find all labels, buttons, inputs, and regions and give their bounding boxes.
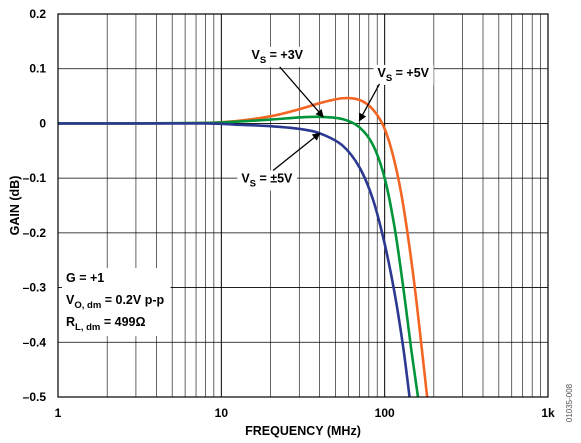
y-tick-label: –0.4	[23, 335, 47, 349]
series-label-arrow	[273, 133, 320, 170]
conditions-box: G = +1VO, dm = 0.2V p-pRL, dm = 499Ω	[62, 268, 170, 336]
series-label: VS = +5V	[359, 65, 433, 121]
y-tick-label: –0.1	[23, 171, 47, 185]
series-line	[58, 123, 410, 397]
y-tick-label: 0.1	[29, 62, 46, 76]
x-tick-label: 10	[215, 406, 229, 420]
y-axis-title: GAIN (dB)	[8, 176, 22, 236]
series-label: VS = ±5V	[237, 133, 319, 190]
figure-id: 01035-008	[565, 383, 574, 422]
y-tick-label: 0.2	[29, 7, 46, 21]
y-tick-label: –0.3	[23, 281, 47, 295]
grid	[58, 14, 548, 397]
series-line	[58, 117, 418, 397]
x-tick-label: 1	[55, 406, 62, 420]
x-tick-label: 1k	[541, 406, 555, 420]
conditions-line: G = +1	[66, 271, 104, 285]
x-tick-label: 100	[375, 406, 395, 420]
y-tick-label: –0.5	[23, 390, 47, 404]
y-tick-label: –0.2	[23, 226, 47, 240]
x-axis-title: FREQUENCY (MHz)	[245, 424, 361, 438]
series-lines	[58, 98, 427, 397]
plot-frame	[58, 14, 548, 397]
y-tick-label: 0	[39, 116, 46, 130]
